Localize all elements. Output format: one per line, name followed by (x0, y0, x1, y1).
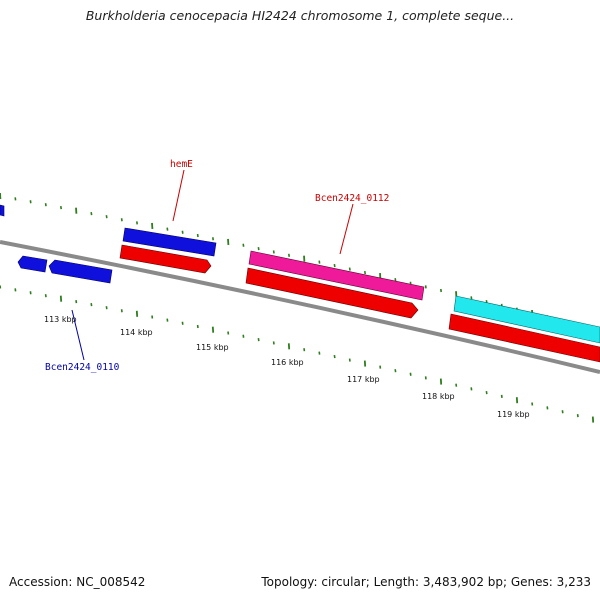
bcen2424-0112-leader-line (339, 203, 354, 255)
scale-tick-label: 119 kbp (497, 410, 530, 419)
gene-feature[interactable] (0, 204, 5, 217)
scale-tick-label: 115 kbp (196, 343, 229, 352)
gene-label-bcen2424-0110[interactable]: Bcen2424_0110 (45, 362, 120, 373)
cds-feature[interactable] (448, 313, 600, 363)
accession-text: Accession: NC_008542 (9, 575, 146, 589)
hemE-leader-line (172, 169, 185, 222)
chromosome-backbone (0, 240, 600, 374)
scale-tick-label: 118 kbp (422, 392, 455, 401)
topology-summary: Topology: circular; Length: 3,483,902 bp… (261, 575, 591, 589)
map-title: Burkholderia cenocepacia HI2424 chromoso… (85, 8, 515, 23)
cds-feature-bcen2424-0112[interactable] (245, 267, 419, 319)
gene-feature[interactable] (453, 295, 600, 344)
gene-feature-bcen2424-0112[interactable] (248, 250, 425, 301)
gene-label-bcen2424-0112[interactable]: Bcen2424_0112 (315, 193, 389, 204)
gene-feature-bcen2424-0110[interactable] (17, 255, 48, 273)
bcen2424-0110-leader-line (71, 309, 85, 361)
scale-tick-label: 116 kbp (271, 358, 304, 367)
gene-feature-hemE[interactable] (122, 227, 217, 257)
inner-tick-row (0, 285, 595, 423)
gene-feature-bcen2424-0110[interactable] (48, 259, 113, 284)
gene-label-hemE[interactable]: hemE (170, 159, 193, 170)
scale-tick-label: 114 kbp (120, 328, 153, 337)
feature-track (0, 204, 600, 363)
scale-tick-label: 117 kbp (347, 375, 380, 384)
cds-feature-hemE[interactable] (119, 244, 212, 274)
scale-tick-label: 113 kbp (44, 315, 77, 324)
